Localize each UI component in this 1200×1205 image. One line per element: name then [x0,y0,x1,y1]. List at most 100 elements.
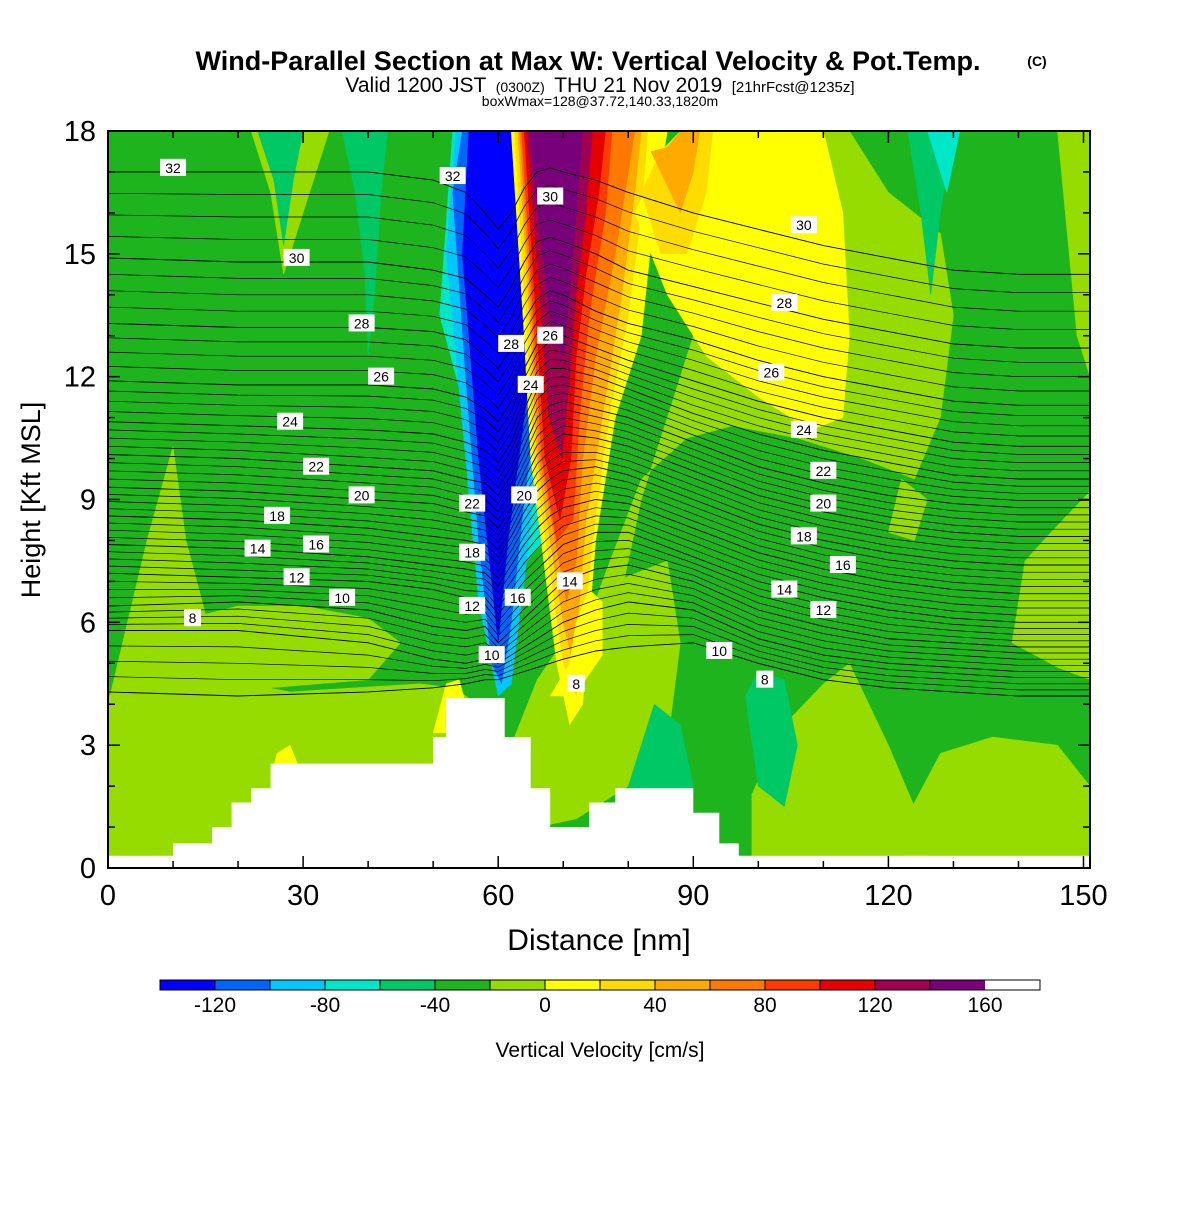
velocity-region [650,131,701,214]
contour-label: 26 [373,369,389,385]
x-tick-label: 0 [100,880,116,912]
isentrope-line [108,409,1090,516]
contour-label-box [348,486,375,504]
contour-label-box [184,609,202,627]
isentrope-line [108,321,1090,437]
isentrope-line [108,184,1090,294]
plot-area: 32 32 30 30 30 28 28 28 26 26 26 24 24 24 22 22 22 20 20 20… [107,130,1091,869]
y-tick-label: 18 [64,116,96,148]
contour-label: 20 [516,487,532,503]
isentrope-line [108,442,1090,544]
contour-label: 22 [464,496,480,512]
contour-label-box [277,412,304,430]
isentrope-line [108,507,1090,602]
colorbar-swatch [270,980,325,990]
x-axis-label: Distance [nm] [507,924,690,957]
isentrope-line [108,556,1090,642]
colorbar-swatch [490,980,545,990]
isentrope-line [108,237,1090,349]
contour-label: 14 [562,573,578,589]
isentrope-line [108,459,1090,559]
contour-label: 16 [510,590,526,606]
colorbar-tick-label: 120 [857,994,892,1017]
contour-label-box [283,248,310,266]
isentrope-line [108,433,1090,537]
isentrope-line [108,290,1090,406]
contour-label: 14 [777,582,793,598]
colorbar: -120 -80 -40 0 40 80 120 160 [159,979,1041,1017]
contour-label-box [771,293,798,311]
contour-label: 18 [269,508,285,524]
contour-label-box [283,568,310,586]
colorbar-tick-label: 160 [967,994,1002,1017]
contour-label: 24 [282,414,298,430]
contour-label: 16 [835,557,851,573]
subtitle-date: THU 21 Nov 2019 [554,74,722,97]
isentrope-line [108,548,1090,635]
isentrope-line [108,368,1090,480]
contour-label-box [829,556,856,574]
contour-label: 8 [572,676,580,692]
subtitle-valid: Valid 1200 JST [345,74,486,97]
contour-label: 20 [354,487,370,503]
isentrope-line [108,573,1090,654]
isentrope-line [108,376,1090,487]
contour-label-box [517,375,544,393]
isentrope-line [108,219,1090,330]
contour-label-box [244,539,271,557]
contour-label: 28 [354,315,370,331]
contour-label: 12 [289,569,305,585]
isentrope-line [108,601,1090,672]
isentrope-line [108,452,1090,552]
colorbar-tick-label: -120 [194,994,236,1017]
contour-label: 12 [464,598,480,614]
isentrope-line [108,263,1090,378]
contour-label-box [329,588,356,606]
title-mark: (C) [1027,53,1046,69]
colorbar-swatch [380,980,435,990]
colorbar-swatch [435,980,490,990]
colorbar-tick-label: -40 [420,994,450,1017]
isentrope-line [108,624,1090,685]
contour-label-box [771,580,798,598]
contour-label: 10 [334,590,350,606]
colorbar-swatch [160,980,215,990]
contour-label-box [459,494,486,512]
contour-label: 24 [796,422,812,438]
chart-subtitle: Valid 1200 JST (0300Z) THU 21 Nov 2019 [… [345,74,854,97]
contour-label-box [706,641,733,659]
colorbar-swatch [325,980,380,990]
colorbar-swatch [765,980,820,990]
colorbar-tick-label: 40 [643,994,666,1017]
contour-label: 14 [250,541,266,557]
contour-label-box [368,367,395,385]
x-axis: 0 30 60 90 120 150 [100,131,1108,912]
contour-label: 8 [189,610,197,626]
contour-label-box [810,601,837,619]
contour-label-box [511,486,538,504]
x-tick-label: 120 [864,880,912,912]
isentrope-line [108,384,1090,494]
contour-label: 24 [523,377,539,393]
velocity-region [549,589,603,697]
contour-label-box [160,158,187,176]
subtitle-forecast: [21hrFcst@1235z] [732,79,855,96]
velocity-region [927,131,961,194]
isentrope-line [108,592,1090,666]
isentrope-line [108,564,1090,648]
isentrope-line [108,425,1090,530]
colorbar-label: Vertical Velocity [cm/s] [496,1039,705,1062]
contour-label: 32 [445,168,461,184]
x-tick-label: 60 [482,880,514,912]
isentrope-line [108,531,1090,623]
colorbar-swatch [600,980,655,990]
contour-label: 28 [503,336,519,352]
chart-title: Wind-Parallel Section at Max W: Vertical… [196,46,981,76]
contour-label: 18 [796,528,812,544]
contour-label-box [758,363,785,381]
contour-label-box [303,535,330,553]
colorbar-swatch [710,980,765,990]
colorbar-tick-label: 80 [753,994,776,1017]
contour-label-box [264,506,291,524]
y-tick-label: 6 [80,607,96,639]
